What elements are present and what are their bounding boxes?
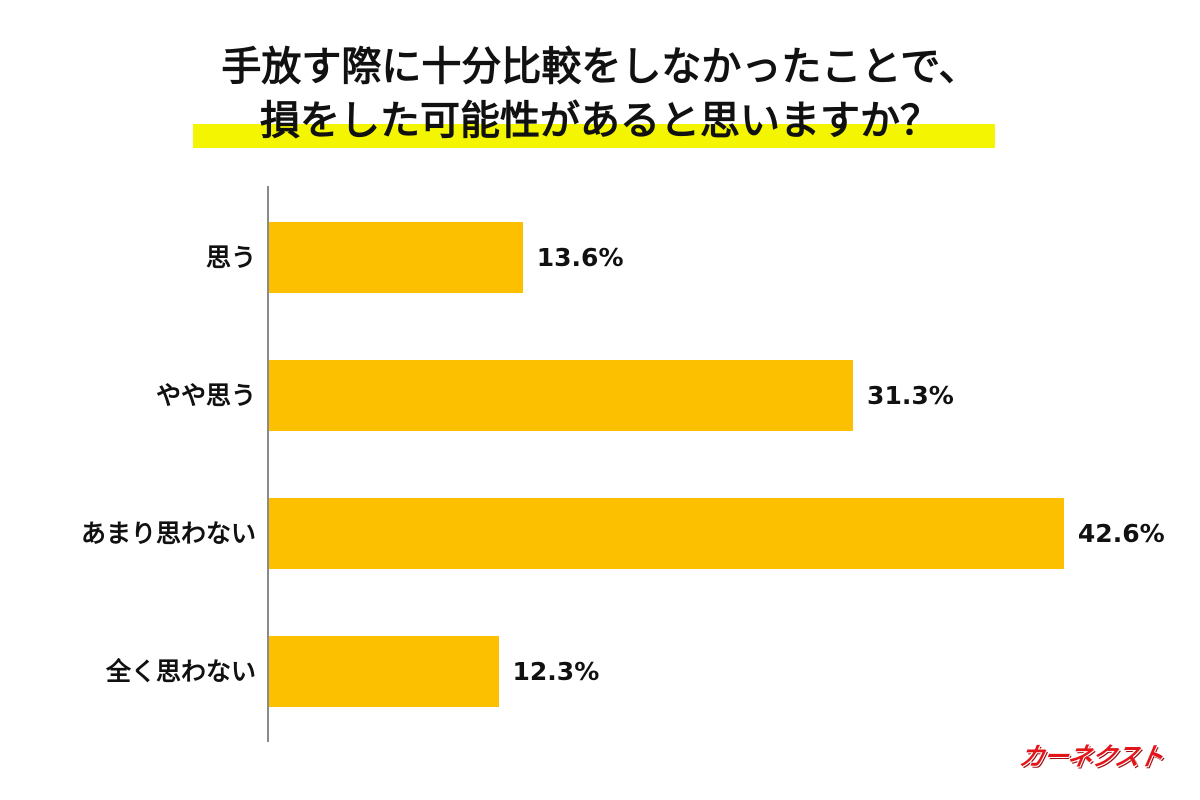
- title-highlight: [193, 124, 995, 148]
- bar: [269, 498, 1064, 569]
- value-label: 31.3%: [867, 381, 954, 410]
- category-label: やや思う: [155, 381, 256, 410]
- bar: [269, 222, 523, 293]
- value-label: 13.6%: [536, 243, 624, 272]
- value-label: 12.3%: [512, 657, 600, 686]
- bar: [269, 636, 499, 707]
- title-line-1: 手放す際に十分比較をしなかったことで、: [221, 44, 979, 90]
- brand-logo: カーネクスト: [1017, 742, 1166, 771]
- category-label: あまり思わない: [80, 519, 256, 548]
- category-label: 思う: [205, 243, 256, 272]
- title-line-2: 損をした可能性があると思いますか？: [260, 98, 940, 144]
- bar: [269, 360, 854, 431]
- category-label: 全く思わない: [105, 657, 256, 686]
- value-label: 42.6%: [1077, 519, 1165, 548]
- y-axis-line: [267, 186, 269, 742]
